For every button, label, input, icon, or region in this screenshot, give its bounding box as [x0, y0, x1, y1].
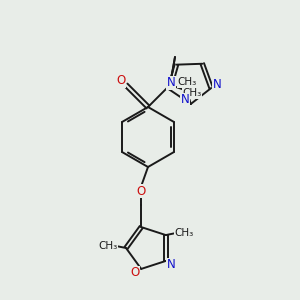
Text: N: N — [180, 94, 189, 106]
Text: CH₃: CH₃ — [98, 241, 118, 251]
Text: CH₃: CH₃ — [174, 228, 194, 238]
Text: O: O — [116, 74, 126, 88]
Text: N: N — [167, 76, 176, 89]
Text: O: O — [136, 184, 146, 198]
Text: CH₃: CH₃ — [182, 88, 202, 98]
Text: N: N — [213, 78, 221, 91]
Text: CH₃: CH₃ — [177, 77, 197, 87]
Text: N: N — [167, 258, 175, 272]
Text: O: O — [130, 266, 140, 279]
